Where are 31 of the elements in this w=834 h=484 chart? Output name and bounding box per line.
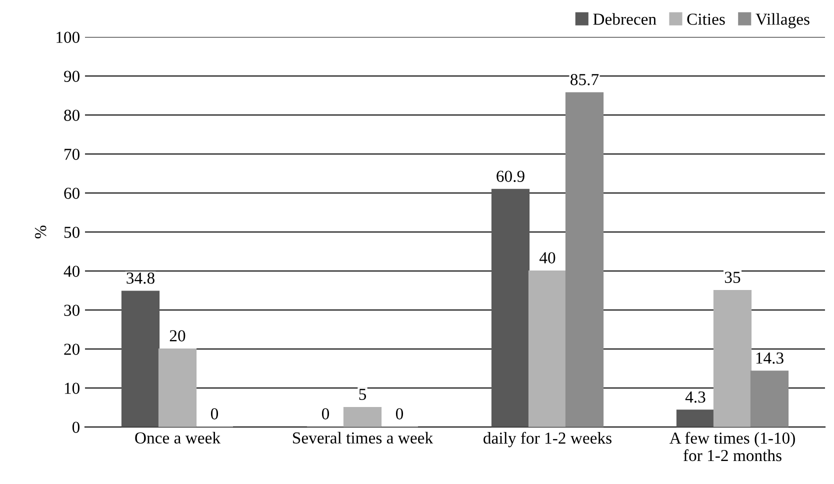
x-tick-label: Several times a week: [293, 432, 434, 444]
data-label: 40: [539, 252, 556, 264]
data-label: 5: [359, 388, 366, 400]
y-tick-label: 10: [64, 382, 80, 394]
data-label: 0: [322, 408, 330, 420]
x-tick-label: A few times (1-10) for 1-2 months: [669, 432, 795, 462]
data-label: 34.8: [126, 272, 154, 284]
data-label: 0: [396, 408, 404, 420]
data-label: 60.9: [496, 170, 524, 182]
data-label: 14.3: [756, 352, 784, 364]
data-label: 35: [724, 272, 740, 283]
y-axis-title: %: [34, 226, 46, 238]
y-tick-label: 80: [64, 110, 80, 121]
y-tick-label: 90: [64, 70, 80, 82]
legend-label: Cities: [687, 14, 725, 25]
y-tick-label: 20: [64, 344, 80, 355]
data-label: 20: [170, 330, 186, 342]
data-label: 0: [210, 408, 218, 420]
y-tick-label: 100: [56, 32, 80, 43]
y-tick-label: 50: [64, 226, 80, 238]
y-tick-label: 40: [64, 266, 80, 277]
y-tick-label: 70: [64, 148, 80, 160]
data-label: 4.3: [685, 391, 706, 403]
data-label: 85.7: [570, 74, 599, 86]
x-tick-label: Once a week: [135, 432, 221, 444]
legend-label: Debrecen: [593, 13, 656, 25]
y-tick-label: 60: [64, 188, 80, 199]
legend-label: Villages: [756, 13, 810, 28]
x-tick-label: daily for 1-2 weeks: [484, 432, 612, 448]
y-tick-label: 30: [64, 304, 80, 316]
y-tick-label: 0: [72, 422, 80, 433]
